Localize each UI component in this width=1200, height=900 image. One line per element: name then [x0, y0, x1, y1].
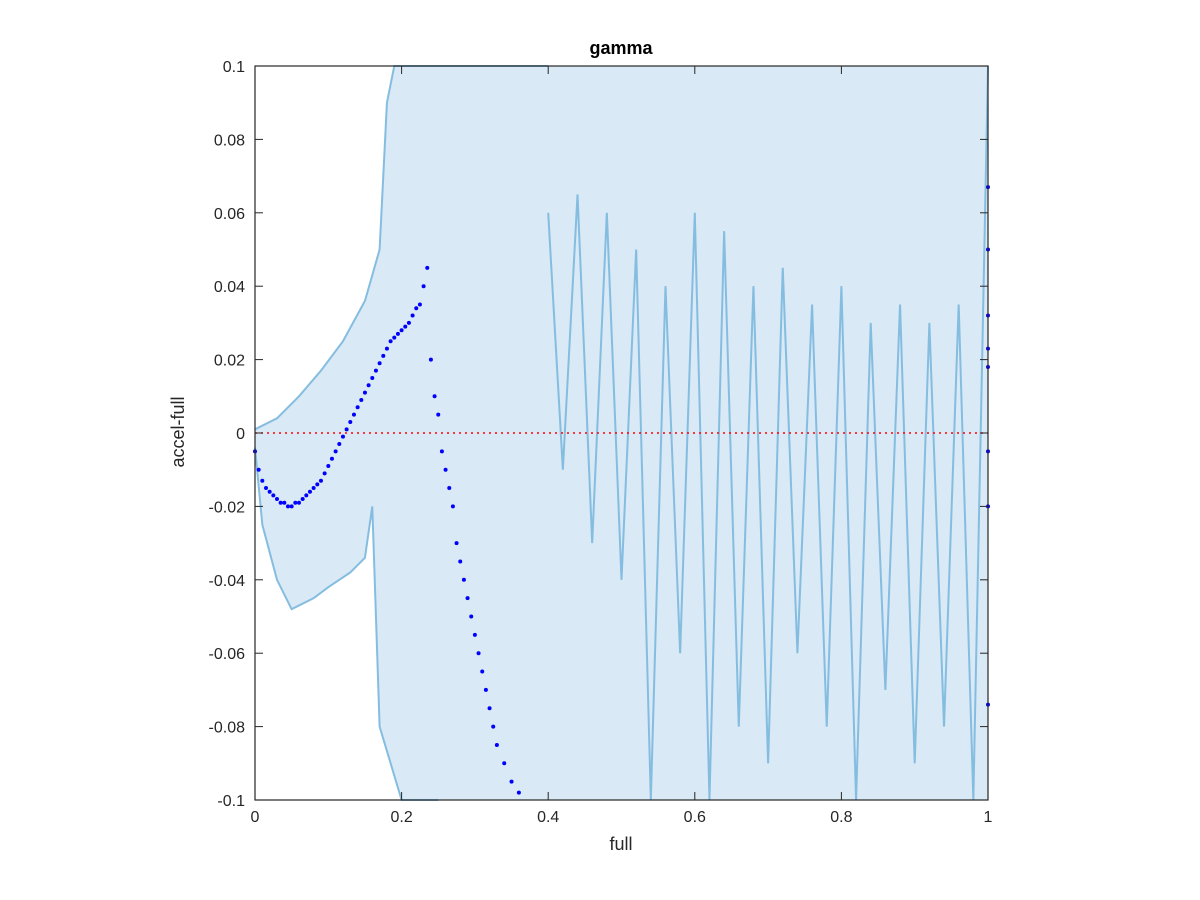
data-point	[296, 500, 301, 505]
data-point	[300, 497, 305, 502]
data-point	[285, 504, 290, 509]
x-axis-ticks: 0 0.2 0.4 0.6 0.8 1	[251, 66, 993, 826]
data-point	[388, 339, 393, 344]
data-point	[439, 449, 444, 454]
data-point	[322, 471, 327, 476]
x-axis-label: full	[609, 834, 632, 854]
data-point	[351, 412, 356, 417]
data-point	[278, 500, 283, 505]
data-point	[425, 265, 430, 270]
data-point	[487, 706, 492, 711]
chart-title: gamma	[589, 38, 653, 58]
data-point	[421, 284, 426, 289]
x-tick-label: 0.8	[830, 809, 852, 826]
y-tick-label: 0.06	[214, 206, 245, 223]
data-point	[344, 427, 349, 432]
data-point	[267, 489, 272, 494]
data-point	[454, 541, 459, 546]
data-point	[483, 687, 488, 692]
data-point	[469, 614, 474, 619]
data-point	[399, 328, 404, 333]
data-point	[502, 761, 507, 766]
data-point	[355, 405, 360, 410]
y-axis-label: accel-full	[168, 396, 188, 467]
y-tick-label: 0.02	[214, 353, 245, 370]
data-point	[509, 779, 514, 784]
data-point	[311, 486, 316, 491]
x-tick-label: 0.2	[390, 809, 412, 826]
data-point	[443, 467, 448, 472]
x-tick-label: 0.4	[537, 809, 559, 826]
y-tick-label: 0.1	[223, 59, 245, 76]
data-point	[282, 500, 287, 505]
y-tick-label: 0.08	[214, 132, 245, 149]
data-point	[480, 669, 485, 674]
data-point	[384, 346, 389, 351]
data-point	[318, 478, 323, 483]
data-point	[491, 724, 496, 729]
data-point	[289, 504, 294, 509]
data-point	[395, 331, 400, 336]
data-point	[392, 335, 397, 340]
data-point	[476, 651, 481, 656]
data-point	[472, 632, 477, 637]
data-point	[337, 442, 342, 447]
data-point	[432, 394, 437, 399]
data-point	[260, 478, 265, 483]
data-point	[256, 467, 261, 472]
y-tick-label: 0.04	[214, 279, 245, 296]
data-point	[366, 383, 371, 388]
data-point	[428, 357, 433, 362]
data-point	[326, 464, 331, 469]
y-tick-label: -0.06	[209, 646, 246, 663]
data-point	[450, 504, 455, 509]
data-point	[370, 375, 375, 380]
data-point	[333, 449, 338, 454]
data-point	[414, 306, 419, 311]
data-point	[494, 742, 499, 747]
data-point	[304, 493, 309, 498]
y-tick-label: 0	[236, 426, 245, 443]
data-point	[410, 313, 415, 318]
data-point	[403, 324, 408, 329]
y-tick-label: -0.04	[209, 573, 246, 590]
y-axis-ticks: -0.1 -0.08 -0.06 -0.04 -0.02 0 0.02 0.04 0.06 0.0…	[209, 59, 988, 810]
data-point	[465, 596, 470, 601]
data-point	[329, 456, 334, 461]
x-tick-label: 0	[251, 809, 260, 826]
data-point	[263, 486, 268, 491]
band-noise-line	[547, 65, 989, 801]
data-point	[359, 397, 364, 402]
data-point	[271, 493, 276, 498]
data-point	[447, 486, 452, 491]
data-point	[348, 419, 353, 424]
x-tick-label: 0.6	[684, 809, 706, 826]
data-point	[340, 434, 345, 439]
data-point	[274, 497, 279, 502]
y-tick-label: -0.08	[209, 720, 246, 737]
data-point	[315, 482, 320, 487]
data-point	[436, 412, 441, 417]
data-point	[406, 320, 411, 325]
data-point	[307, 489, 312, 494]
data-point	[373, 368, 378, 373]
data-point	[458, 559, 463, 564]
y-tick-label: -0.02	[209, 499, 246, 516]
data-point	[516, 790, 521, 795]
data-point	[362, 390, 367, 395]
data-point	[461, 577, 466, 582]
data-point	[381, 353, 386, 358]
data-point	[417, 302, 422, 307]
data-point	[293, 500, 298, 505]
data-point	[377, 361, 382, 366]
y-tick-label: -0.1	[217, 793, 245, 810]
x-tick-label: 1	[984, 809, 993, 826]
